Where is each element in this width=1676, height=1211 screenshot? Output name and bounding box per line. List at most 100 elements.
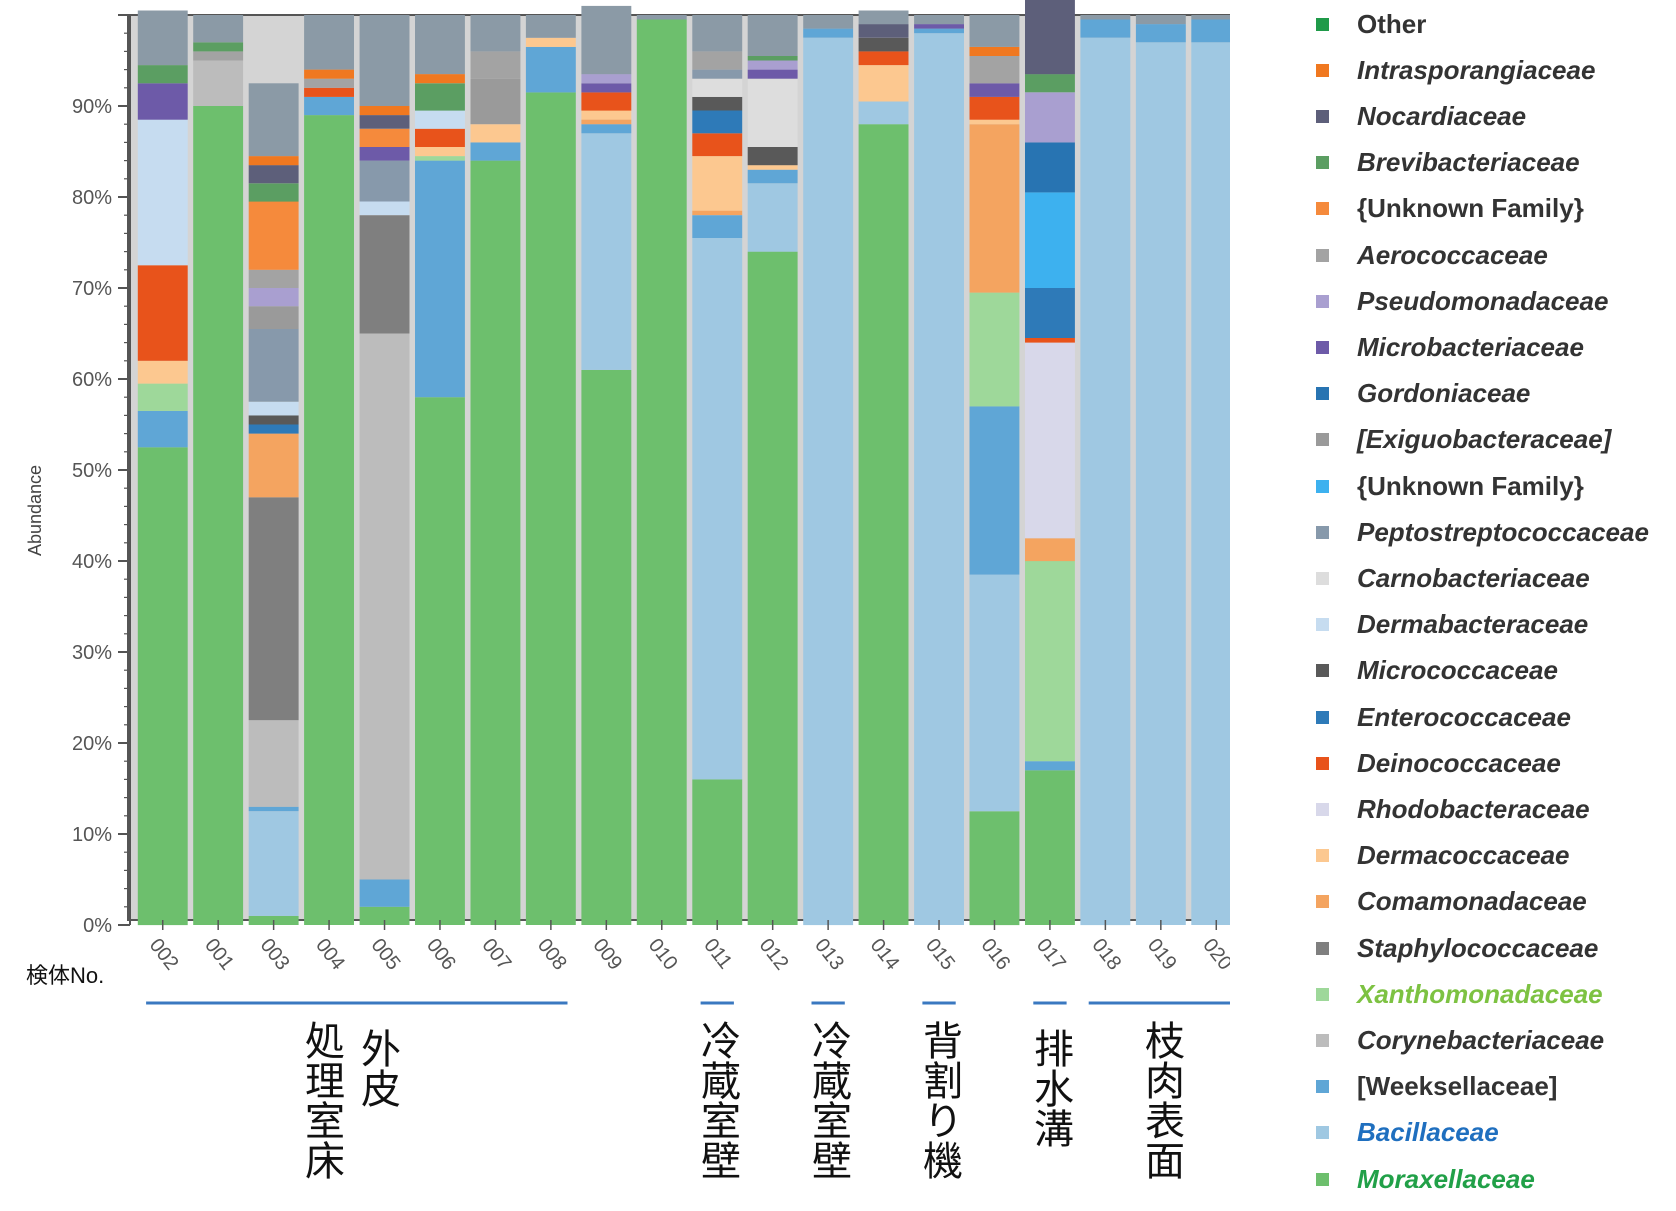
bar-segment-005-14 bbox=[359, 160, 410, 202]
legend-swatch bbox=[1316, 895, 1329, 909]
bar-segment-013-26 bbox=[803, 15, 854, 29]
legend-label: Pseudomonadaceae bbox=[1357, 285, 1609, 316]
legend-item: [Exiguobacteraceae] bbox=[1316, 420, 1676, 460]
x-tick-labels: 002 001 003 004 005 006 007 008 009 010 011 012 013 0… bbox=[145, 920, 1230, 974]
bar-segment-016-7 bbox=[969, 119, 1020, 125]
bar-segment-005-22 bbox=[359, 128, 410, 147]
bar-segment-016-1 bbox=[969, 574, 1020, 812]
bar-segment-006-4 bbox=[415, 156, 465, 161]
legend-swatch bbox=[1316, 756, 1329, 770]
bar-segment-011-26 bbox=[692, 15, 743, 52]
bar-segment-007-26 bbox=[470, 15, 521, 52]
y-tick-label: 80% bbox=[72, 187, 112, 209]
bar-segment-011-14 bbox=[692, 69, 743, 79]
y-tick-label: 10% bbox=[72, 824, 112, 846]
bar-segment-012-23 bbox=[747, 56, 798, 61]
legend-swatch bbox=[1316, 340, 1329, 354]
bar-segment-005-2 bbox=[359, 879, 410, 907]
bar-segment-007-0 bbox=[470, 160, 521, 926]
bar-segment-016-9 bbox=[969, 96, 1020, 120]
legend-swatch bbox=[1316, 849, 1329, 863]
bar-segment-013-1 bbox=[803, 37, 854, 926]
bar-006 bbox=[415, 15, 465, 925]
x-tick-label-005: 005 bbox=[367, 935, 405, 975]
bar-020 bbox=[1191, 15, 1230, 926]
bar-segment-012-0 bbox=[747, 251, 798, 926]
group-label: 冷蔵室壁 bbox=[694, 1020, 740, 1180]
x-tick-label-009: 009 bbox=[588, 935, 626, 975]
bar-segment-014-0 bbox=[858, 124, 909, 925]
legend-swatch bbox=[1316, 433, 1329, 447]
legend-label: Carnobacteriaceae bbox=[1357, 562, 1590, 593]
x-tick-label-020: 020 bbox=[1198, 935, 1230, 975]
y-axis: 0% 10% 20% 30% 40% 50% 60% 70% 80% 90% bbox=[72, 14, 131, 937]
bar-segment-009-26 bbox=[581, 5, 632, 75]
bar-001 bbox=[193, 15, 244, 925]
bar-segment-019-1 bbox=[1135, 42, 1186, 926]
bar-014 bbox=[858, 10, 909, 925]
legend-swatch bbox=[1316, 710, 1329, 724]
bar-segment-009-1 bbox=[581, 133, 632, 370]
bar-010 bbox=[636, 15, 687, 925]
bar-segment-001-23 bbox=[193, 42, 244, 52]
legend-item: Xanthomonadaceae bbox=[1316, 974, 1676, 1014]
bar-segment-016-4 bbox=[969, 292, 1020, 407]
legend-item: Pseudomonadaceae bbox=[1316, 281, 1676, 321]
bar-segment-020-1 bbox=[1191, 42, 1230, 926]
bar-segment-012-11 bbox=[747, 147, 798, 166]
bar-segment-012-18 bbox=[747, 69, 798, 79]
bar-segment-005-25 bbox=[359, 106, 410, 116]
x-tick-label-007: 007 bbox=[477, 935, 515, 975]
bar-segment-016-6 bbox=[969, 124, 1020, 293]
bar-015 bbox=[914, 15, 964, 925]
bar-segment-003-26 bbox=[248, 83, 299, 157]
legend-label: Rhodobacteraceae bbox=[1357, 793, 1590, 824]
stacked-bar-chart: 0%10%20%30%40%50%60%70%80%90% 002 001 003 0… bbox=[72, 0, 1230, 1005]
bar-segment-017-2 bbox=[1025, 761, 1075, 771]
bar-segment-014-24 bbox=[858, 24, 909, 38]
bar-segment-017-10 bbox=[1025, 288, 1075, 338]
legend-label: [Weeksellaceae] bbox=[1357, 1071, 1558, 1102]
legend-label: {Unknown Family} bbox=[1357, 193, 1584, 224]
legend-label: Nocardiaceae bbox=[1357, 100, 1527, 131]
y-axis-label: Abundance bbox=[25, 464, 46, 557]
x-tick-label-016: 016 bbox=[977, 935, 1015, 975]
y-tick-label: 0% bbox=[83, 915, 112, 937]
bar-segment-012-1 bbox=[747, 183, 798, 252]
bar-segment-003-24 bbox=[248, 165, 299, 184]
bar-segment-011-13 bbox=[692, 78, 743, 97]
legend-swatch bbox=[1316, 525, 1329, 539]
bar-segment-003-16 bbox=[248, 306, 299, 329]
legend-item: Carnobacteriaceae bbox=[1316, 558, 1676, 598]
y-tick-label: 30% bbox=[72, 642, 112, 664]
bar-segment-003-12 bbox=[248, 401, 299, 416]
bar-segment-004-25 bbox=[304, 69, 354, 79]
bar-segment-011-11 bbox=[692, 96, 743, 111]
bar-segment-013-2 bbox=[803, 28, 854, 38]
legend-item: Intrasporangiaceae bbox=[1316, 50, 1676, 90]
legend-swatch bbox=[1316, 109, 1329, 123]
bar-segment-003-2 bbox=[248, 806, 299, 812]
bar-segment-012-7 bbox=[747, 165, 798, 170]
bar-segment-002-18 bbox=[137, 83, 188, 120]
legend-item: Deinococcaceae bbox=[1316, 743, 1676, 783]
legend-swatch bbox=[1316, 1172, 1329, 1186]
bar-segment-017-24 bbox=[1025, 0, 1075, 75]
bar-segment-017-9 bbox=[1025, 338, 1075, 343]
bar-segment-014-1 bbox=[858, 101, 909, 125]
bar-segment-002-0 bbox=[137, 447, 188, 926]
legend-item: Gordoniaceae bbox=[1316, 374, 1676, 414]
bar-segment-008-7 bbox=[525, 37, 576, 47]
bar-segment-009-0 bbox=[581, 369, 632, 925]
bar-segment-018-2 bbox=[1080, 19, 1131, 38]
y-tick-label: 60% bbox=[72, 369, 112, 391]
bar-segment-011-21 bbox=[692, 51, 743, 70]
legend-label: Dermacoccaceae bbox=[1357, 840, 1570, 871]
bar-segment-012-13 bbox=[747, 78, 798, 147]
bars-layer bbox=[137, 0, 1230, 926]
bar-segment-003-1 bbox=[248, 811, 299, 916]
bar-segment-001-26 bbox=[193, 15, 244, 43]
legend-label: Enterococcaceae bbox=[1357, 701, 1571, 732]
bar-segment-011-0 bbox=[692, 779, 743, 925]
bar-segment-017-0 bbox=[1025, 770, 1075, 925]
